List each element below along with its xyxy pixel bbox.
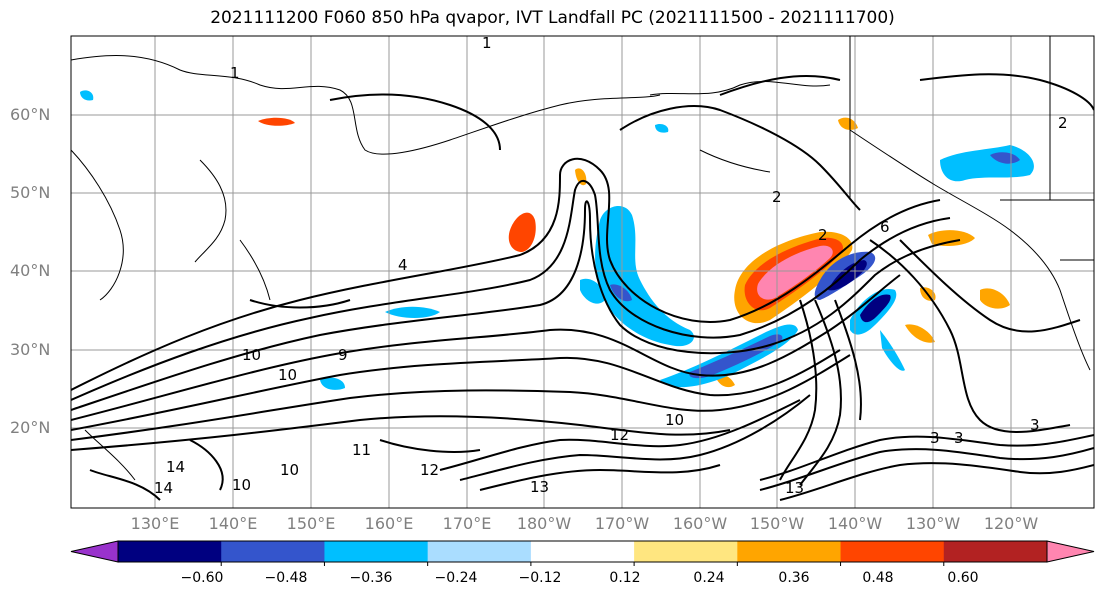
colorbar-tick-label: −0.24	[434, 570, 478, 586]
lon-label: 180°W	[516, 514, 572, 533]
contour-label: 3	[954, 429, 964, 447]
colorbar-outline	[117, 540, 1048, 563]
colorbar-segment	[427, 541, 532, 562]
colorbar-tick-label: −0.60	[180, 570, 224, 586]
colorbar-tick-label: 0.36	[778, 570, 810, 586]
contour-label: 14	[154, 479, 173, 497]
colorbar-tick-label: −0.48	[264, 570, 308, 586]
contour-label: 14	[166, 458, 185, 476]
contour-label: 3	[1030, 416, 1040, 434]
contour-label: 3	[930, 429, 940, 447]
lon-label: 130°W	[905, 514, 961, 533]
lon-label: 170°W	[594, 514, 650, 533]
lat-label: 50°N	[10, 183, 51, 202]
colorbar-segment	[530, 541, 635, 562]
contour-label: 10	[232, 476, 251, 494]
lat-label: 60°N	[10, 105, 51, 124]
colorbar-tick-label: 0.48	[862, 570, 894, 586]
contour-label: 10	[280, 461, 299, 479]
contour-label: 2	[818, 226, 828, 244]
colorbar-segment	[324, 541, 429, 562]
contour-label: 11	[352, 441, 371, 459]
lon-label: 160°W	[672, 514, 728, 533]
colorbar-segment	[221, 541, 325, 562]
lon-label: 140°W	[827, 514, 883, 533]
contour-label: 12	[420, 461, 439, 479]
colorbar-segment	[118, 541, 222, 562]
map-frame	[70, 35, 1095, 509]
contour-label: 10	[242, 346, 261, 364]
colorbar-extend-high	[1046, 540, 1095, 563]
map-field: 1 1 2 2 2 3 3 3 4 6 9 10 10 10 10 10 11 …	[71, 34, 1094, 508]
contour-label: 10	[278, 366, 297, 384]
contour-label: 13	[785, 479, 804, 497]
contour-label: 12	[610, 426, 629, 444]
lon-label: 160°E	[364, 514, 414, 533]
positive-anomaly-shading	[258, 117, 1010, 388]
colorbar-tick-label: 0.24	[693, 570, 725, 586]
lon-label: 150°W	[749, 514, 805, 533]
colorbar-segment	[943, 541, 1048, 562]
lon-label: 130°E	[130, 514, 180, 533]
colorbar-segment	[840, 541, 945, 562]
contour-label: 6	[880, 218, 890, 236]
coastlines	[71, 36, 1094, 481]
colorbar-segment	[634, 541, 738, 562]
contour-label: 10	[665, 411, 684, 429]
lat-label: 20°N	[10, 418, 51, 437]
contour-label: 13	[530, 478, 549, 496]
colorbar-tick-label: 0.12	[609, 570, 641, 586]
colorbar-tick-label: 0.60	[947, 570, 979, 586]
lat-label: 40°N	[10, 261, 51, 280]
contour-label: 4	[398, 256, 408, 274]
contour-label: 9	[338, 346, 348, 364]
colorbar	[70, 540, 1095, 566]
contour-label: 2	[1058, 114, 1068, 132]
contour-label: 1	[230, 64, 240, 82]
colorbar-tick-label: −0.12	[518, 570, 562, 586]
contour-lines	[71, 73, 1094, 501]
map-title: 2021111200 F060 850 hPa qvapor, IVT Land…	[210, 8, 895, 28]
colorbar-tick-label: −0.36	[349, 570, 393, 586]
colorbar-segment	[737, 541, 842, 562]
lon-label: 150°E	[286, 514, 336, 533]
lon-label: 140°E	[208, 514, 258, 533]
contour-label: 2	[772, 188, 782, 206]
lon-label: 120°W	[983, 514, 1039, 533]
contour-labels: 1 1 2 2 2 3 3 3 4 6 9 10 10 10 10 10 11 …	[154, 34, 1068, 497]
lat-label: 30°N	[10, 340, 51, 359]
colorbar-extend-low	[70, 540, 119, 563]
lon-label: 170°E	[442, 514, 492, 533]
contour-label: 1	[482, 34, 492, 52]
